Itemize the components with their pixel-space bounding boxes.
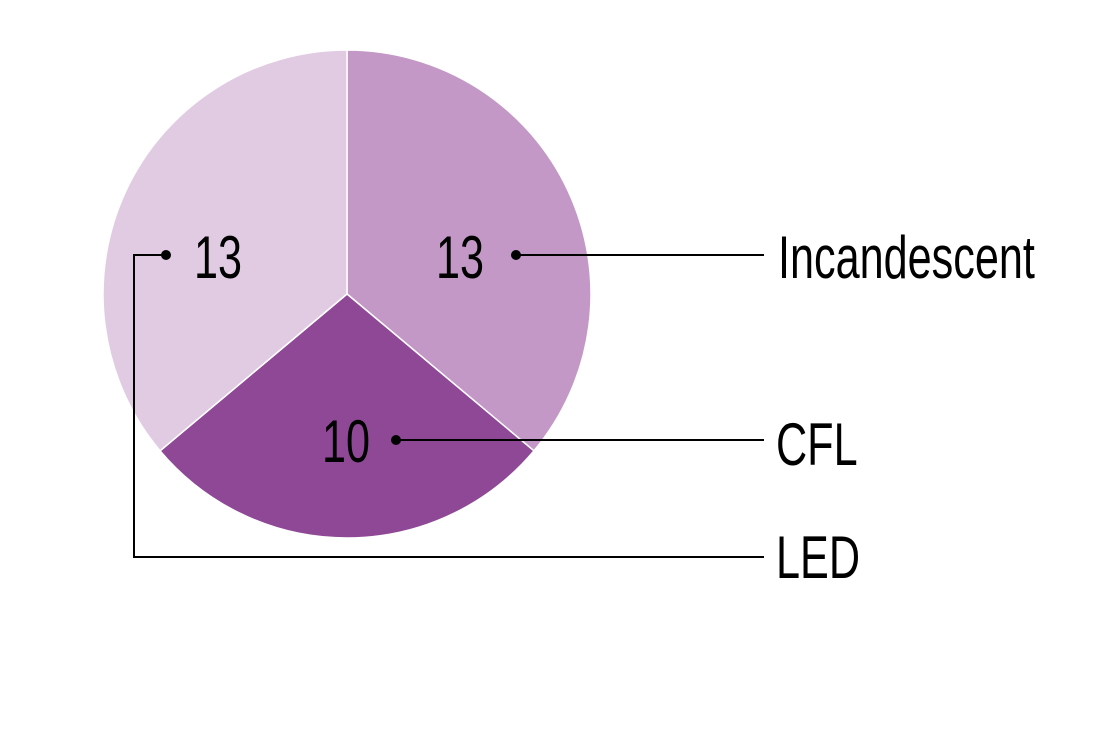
legend-label-cfl: CFL (776, 412, 858, 479)
leader-line-led (133, 254, 764, 558)
leader-dot-incandescent (511, 250, 521, 260)
value-label-led: 13 (194, 225, 242, 292)
pie-slice-cfl (159, 293, 535, 539)
value-label-incandescent: 13 (436, 225, 484, 292)
legend-label-incandescent: Incandescent (778, 225, 1035, 292)
leader-dot-led (161, 250, 171, 260)
value-label-cfl: 10 (322, 409, 370, 476)
pie-slices (102, 49, 592, 539)
legend-label-led: LED (776, 525, 860, 592)
pie-slice-incandescent (346, 49, 592, 452)
leader-dot-cfl (391, 435, 401, 445)
pie-slice-led (102, 49, 348, 452)
leader-lines (133, 250, 764, 558)
